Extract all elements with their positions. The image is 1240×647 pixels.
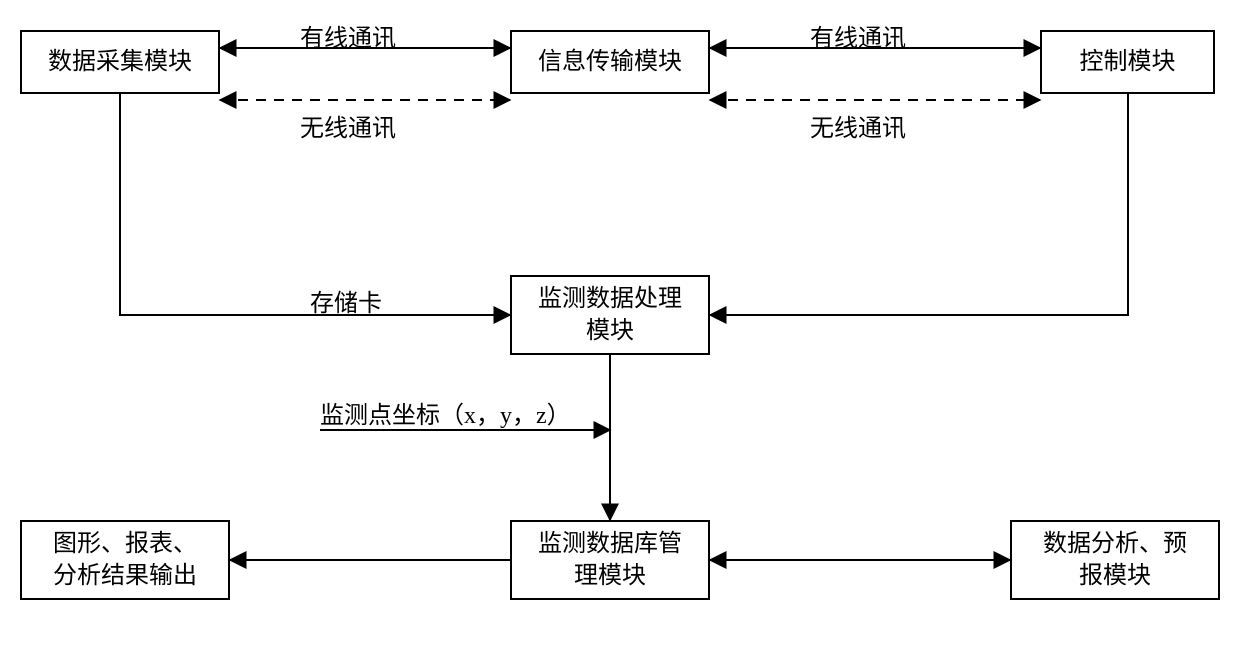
node-output: 图形、报表、分析结果输出 bbox=[20, 520, 230, 600]
node-control: 控制模块 bbox=[1040, 30, 1215, 94]
node-label: 控制模块 bbox=[1080, 46, 1176, 78]
node-label: 监测数据库管理模块 bbox=[538, 528, 682, 593]
node-database-management: 监测数据库管理模块 bbox=[510, 520, 710, 600]
node-label: 信息传输模块 bbox=[538, 46, 682, 78]
node-label: 数据采集模块 bbox=[48, 46, 192, 78]
node-label: 监测数据处理模块 bbox=[538, 283, 682, 348]
node-data-processing: 监测数据处理模块 bbox=[510, 275, 710, 355]
edge-label-wired-left: 有线通讯 bbox=[300, 18, 396, 53]
node-label: 图形、报表、分析结果输出 bbox=[53, 528, 197, 593]
node-info-transmission: 信息传输模块 bbox=[510, 30, 710, 94]
edge-label-wireless-left: 无线通讯 bbox=[300, 108, 396, 143]
edge-label-wired-right: 有线通讯 bbox=[810, 18, 906, 53]
edge-label-wireless-right: 无线通讯 bbox=[810, 108, 906, 143]
node-data-collection: 数据采集模块 bbox=[20, 30, 220, 94]
node-label: 数据分析、预报模块 bbox=[1043, 528, 1187, 593]
node-analysis-forecast: 数据分析、预报模块 bbox=[1010, 520, 1220, 600]
edge-label-memory-card: 存储卡 bbox=[310, 283, 382, 318]
edge-label-coordinates: 监测点坐标（x，y，z） bbox=[320, 395, 571, 430]
